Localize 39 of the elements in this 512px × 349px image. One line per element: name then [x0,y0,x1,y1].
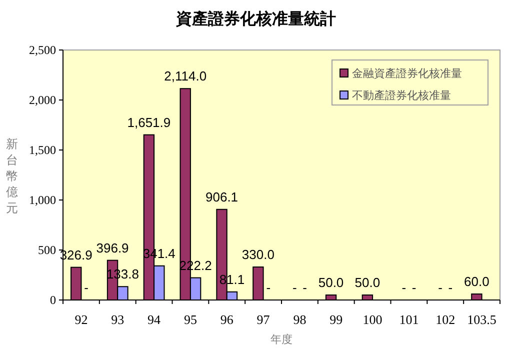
x-tick-label: 98 [293,312,306,327]
x-tick-label: 101 [399,312,419,327]
x-tick-label: 92 [74,312,88,327]
x-tick-label: 95 [184,312,197,327]
x-tick-label: 102 [436,312,456,327]
data-label: - [402,280,406,295]
x-tick-label: 93 [111,312,124,327]
legend-label: 金融資產證券化核准量 [352,67,462,80]
x-tick-label: 100 [362,312,382,327]
x-tick-label: 103.5 [467,312,496,327]
x-tick-label: 99 [330,312,343,327]
y-tick-label: 0 [50,293,56,307]
legend-label: 不動產證券化核准量 [352,89,451,102]
data-label: 50.0 [318,275,344,290]
y-tick-label: 1,500 [29,143,56,157]
y-tick-label: 1,000 [29,193,56,207]
y-axis-title: 新台幣億元 [6,137,18,215]
data-label: 60.0 [464,274,490,289]
x-tick-label: 97 [256,312,270,327]
chart-title: 資產證券化核准量統計 [175,10,336,28]
y-tick-label: 500 [38,243,56,257]
data-label: 906.1 [206,189,238,204]
y-tick-label: 2,500 [29,43,56,57]
data-label: 396.9 [96,240,129,256]
data-label: - [302,280,307,295]
data-label: 330.0 [242,247,274,262]
x-tick-label: 96 [220,312,234,327]
data-label: - [412,280,416,295]
data-label: - [292,280,297,295]
data-label: - [448,280,453,295]
data-label: - [266,280,271,295]
x-axis-title: 年度 [270,333,292,346]
data-label: 2,114.0 [164,68,207,84]
data-label: - [438,280,442,295]
x-tick-label: 94 [148,312,162,327]
data-label: 1,651.9 [127,114,171,130]
data-label: 50.0 [354,275,380,290]
data-label: - [84,280,88,295]
y-tick-label: 2,000 [29,93,56,107]
